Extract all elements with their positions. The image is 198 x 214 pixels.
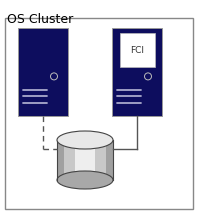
Bar	[75, 140, 95, 180]
Ellipse shape	[57, 131, 113, 149]
Text: OS Cluster: OS Cluster	[7, 13, 73, 26]
Bar	[18, 28, 68, 116]
Circle shape	[145, 73, 151, 80]
Text: FCI: FCI	[130, 46, 144, 55]
Bar	[120, 33, 154, 67]
Bar	[57, 140, 64, 180]
Bar	[106, 140, 113, 180]
FancyBboxPatch shape	[5, 18, 193, 209]
Bar	[112, 28, 162, 116]
Bar	[57, 140, 113, 180]
Ellipse shape	[57, 171, 113, 189]
Circle shape	[50, 73, 57, 80]
